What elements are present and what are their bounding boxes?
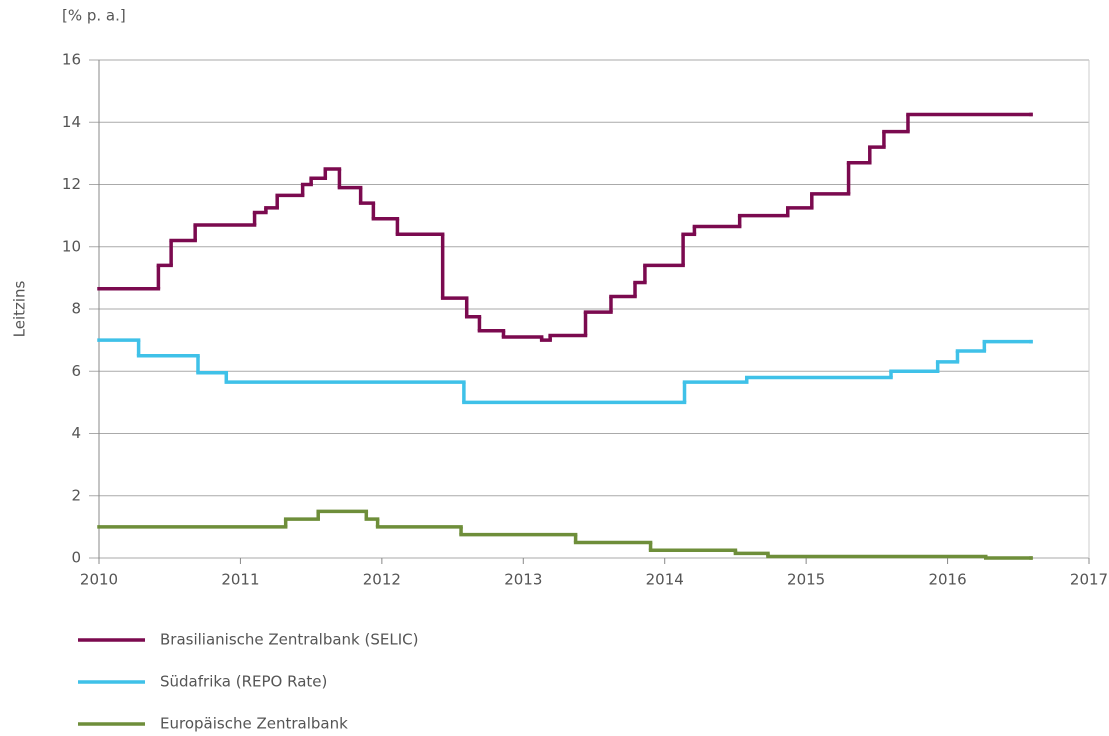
y-tick-label: 14 xyxy=(62,113,81,131)
x-tick-label: 2013 xyxy=(504,571,542,589)
x-tick-label: 2011 xyxy=(221,571,259,589)
x-tick-label: 2014 xyxy=(646,571,684,589)
legend-label: Südafrika (REPO Rate) xyxy=(160,673,327,691)
x-tick-label: 2017 xyxy=(1070,571,1108,589)
y-tick-label: 4 xyxy=(71,424,81,442)
y-tick-label: 16 xyxy=(62,51,81,69)
y-unit: [% p. a.] xyxy=(62,7,126,25)
x-tick-label: 2010 xyxy=(80,571,118,589)
x-tick-label: 2015 xyxy=(787,571,825,589)
y-tick-label: 2 xyxy=(71,486,81,504)
y-axis-label: Leitzins xyxy=(11,280,29,337)
legend-label: Brasilianische Zentralbank (SELIC) xyxy=(160,631,418,649)
x-tick-label: 2012 xyxy=(363,571,401,589)
y-tick-label: 8 xyxy=(71,300,81,318)
legend-label: Europäische Zentralbank xyxy=(160,715,348,733)
y-tick-label: 0 xyxy=(71,549,81,567)
y-tick-label: 6 xyxy=(71,362,81,380)
y-tick-label: 10 xyxy=(62,237,81,255)
y-tick-label: 12 xyxy=(62,175,81,193)
x-tick-label: 2016 xyxy=(928,571,966,589)
